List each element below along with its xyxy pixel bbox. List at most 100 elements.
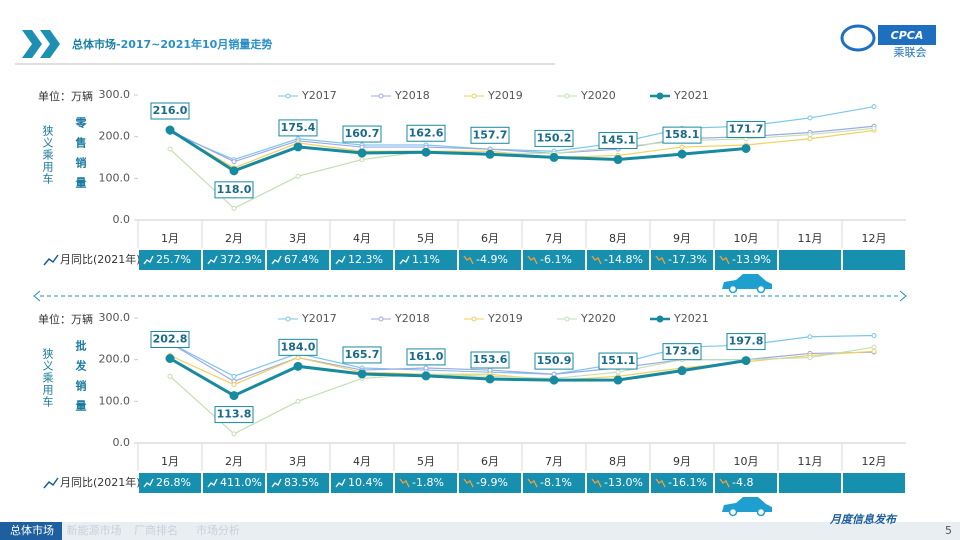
value-label-box [214,181,254,199]
footer-tab: 总体市场 [10,523,54,537]
value-label: 216.0 [153,104,188,117]
series-line [169,357,747,398]
yoy-value: -4.8 [732,476,753,489]
chevron [22,30,42,58]
x-tick-label: 11月 [798,455,823,468]
series-marker [871,344,877,350]
yoy-cell [843,250,905,270]
yoy-value: 83.5% [284,476,319,489]
yoy-arrow [463,478,474,488]
x-tick-label: 1月 [161,232,179,245]
legend-label: Y2020 [580,89,616,102]
x-tick-label: 12月 [862,232,887,245]
x-tick-label: 4月 [353,455,371,468]
value-label-box [150,331,190,348]
yoy-arrow [207,255,218,265]
value-label: 175.4 [281,121,316,134]
yoy-value: -9.9% [476,476,508,489]
yoy-cell [651,250,713,270]
series-marker [293,361,303,371]
value-label: 165.7 [345,348,380,361]
unit-label: 单位：万辆 [38,312,93,326]
series-marker [871,125,877,131]
value-label: 145.1 [601,134,636,147]
legend-marker [471,93,477,99]
series-marker [613,375,623,385]
series-marker [615,369,621,375]
value-label: 197.8 [729,335,764,348]
series-marker [807,355,813,361]
series-marker [167,373,173,379]
value-label-box [406,348,446,366]
yoy-value: -13.0% [604,476,643,489]
page-number: 5 [945,524,952,537]
legend-label: Y2021 [673,312,709,325]
series-line [169,127,875,210]
series-marker [359,144,365,150]
x-tick-label: 5月 [417,455,435,468]
legend-label: Y2019 [487,312,523,325]
legend-marker [378,93,384,99]
yoy-cell [523,250,585,270]
yoy-cell [395,473,457,493]
series-marker [741,143,751,153]
side-label: 狭义乘用车 [41,125,54,185]
legend-marker [564,316,570,322]
yoy-value: -14.8% [604,253,643,266]
yoy-arrow [271,478,282,488]
yoy-cell [779,473,841,493]
yoy-cell [267,250,329,270]
yoy-value: 67.4% [284,253,319,266]
value-label-box [406,124,446,142]
y-tick-label: 100.0 [99,171,131,184]
value-label-box [470,126,510,144]
series-marker [487,367,493,373]
x-tick-label: 2月 [225,232,243,245]
series-marker [231,382,237,388]
logo: CPCA [891,29,924,42]
yoy-arrow [527,478,538,488]
footer-tab: 厂商排名 [134,523,178,537]
series-marker [357,369,367,379]
series-marker [807,136,813,142]
series-marker [485,149,495,159]
value-label: 157.7 [473,128,508,141]
yoy-value: -1.8% [412,476,444,489]
title: 总体市场-2017~2021年10月销量走势 [72,37,272,51]
series-marker [807,115,813,121]
legend-label: Y2018 [394,312,430,325]
yoy-cell [203,250,265,270]
value-label-box [726,120,766,138]
x-tick-label: 7月 [545,455,563,468]
y-tick-label: 0.0 [113,436,131,449]
footer-tab-active [0,522,62,540]
yoy-cell [331,473,393,493]
series-marker [679,144,685,150]
logo-sub: 乘联会 [894,46,927,59]
yoy-arrow [271,255,282,265]
yoy-cell [459,473,521,493]
legend-marker [656,315,664,323]
x-tick-label: 6月 [481,455,499,468]
value-label-box [598,132,638,150]
value-label-box [534,352,574,370]
yoy-arrow [655,255,666,265]
logo-box [878,25,936,45]
trend-icon [43,254,59,266]
legend-marker [285,316,291,322]
yoy-arrow [655,478,666,488]
series-marker [485,374,495,384]
series-marker [741,356,751,366]
yoy-arrow [399,478,410,488]
value-label: 173.6 [665,345,700,358]
yoy-arrow [335,255,346,265]
yoy-value: -17.3% [668,253,707,266]
yoy-value: -8.1% [540,476,572,489]
yoy-arrow [207,478,218,488]
yoy-value: -4.9% [476,253,508,266]
yoy-cell [459,250,521,270]
series-marker [423,365,429,371]
legend-label: Y2018 [394,89,430,102]
value-label-box [662,126,702,144]
